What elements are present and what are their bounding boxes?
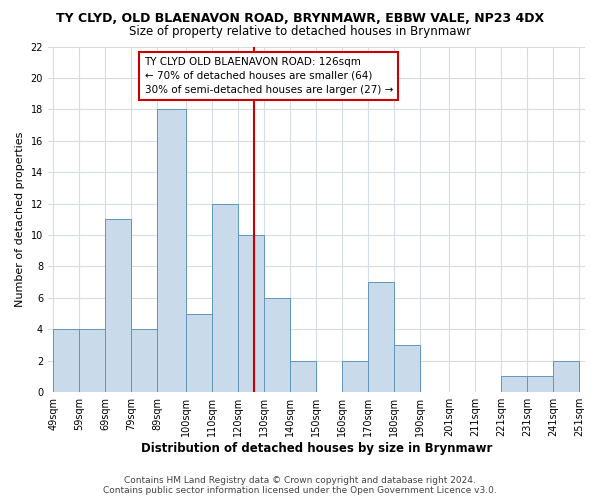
Bar: [394, 345, 421, 392]
Text: Contains HM Land Registry data © Crown copyright and database right 2024.
Contai: Contains HM Land Registry data © Crown c…: [103, 476, 497, 495]
Bar: [53, 330, 79, 392]
Bar: [264, 298, 290, 392]
Text: TY CLYD OLD BLAENAVON ROAD: 126sqm
← 70% of detached houses are smaller (64)
30%: TY CLYD OLD BLAENAVON ROAD: 126sqm ← 70%…: [145, 57, 393, 95]
Bar: [290, 361, 316, 392]
Bar: [186, 314, 212, 392]
Bar: [368, 282, 394, 392]
Y-axis label: Number of detached properties: Number of detached properties: [15, 132, 25, 307]
Bar: [501, 376, 527, 392]
Bar: [79, 330, 105, 392]
Text: Size of property relative to detached houses in Brynmawr: Size of property relative to detached ho…: [129, 25, 471, 38]
Text: TY CLYD, OLD BLAENAVON ROAD, BRYNMAWR, EBBW VALE, NP23 4DX: TY CLYD, OLD BLAENAVON ROAD, BRYNMAWR, E…: [56, 12, 544, 26]
Bar: [212, 204, 238, 392]
Bar: [342, 361, 368, 392]
Bar: [238, 235, 264, 392]
Bar: [157, 110, 186, 392]
Bar: [105, 220, 131, 392]
X-axis label: Distribution of detached houses by size in Brynmawr: Distribution of detached houses by size …: [140, 442, 492, 455]
Bar: [553, 361, 580, 392]
Bar: [131, 330, 157, 392]
Bar: [527, 376, 553, 392]
